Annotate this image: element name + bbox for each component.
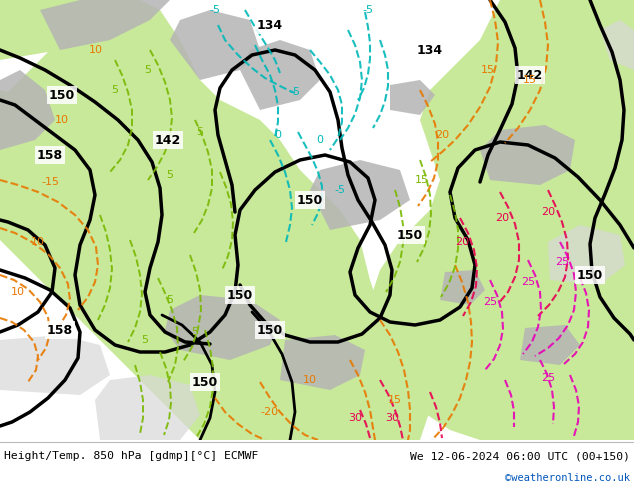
Text: -5: -5	[335, 185, 346, 195]
Text: 150: 150	[257, 323, 283, 337]
Text: 15: 15	[388, 395, 402, 405]
Polygon shape	[170, 10, 260, 80]
Text: 0: 0	[275, 130, 281, 140]
Polygon shape	[520, 325, 580, 365]
Text: 158: 158	[37, 148, 63, 162]
Polygon shape	[95, 375, 200, 440]
Text: We 12-06-2024 06:00 UTC (00+150): We 12-06-2024 06:00 UTC (00+150)	[410, 451, 630, 461]
Text: 150: 150	[397, 228, 423, 242]
Polygon shape	[420, 0, 634, 220]
Text: -15: -15	[41, 177, 59, 187]
Text: 25: 25	[541, 373, 555, 383]
Text: 158: 158	[47, 323, 73, 337]
Polygon shape	[165, 295, 280, 360]
Text: 10: 10	[303, 375, 317, 385]
Polygon shape	[390, 80, 435, 115]
Polygon shape	[440, 270, 485, 305]
Text: 10: 10	[89, 45, 103, 55]
Text: 150: 150	[577, 269, 603, 281]
Text: 25: 25	[483, 297, 497, 307]
Text: 142: 142	[517, 69, 543, 81]
Text: 15: 15	[523, 75, 537, 85]
Text: 15: 15	[415, 175, 429, 185]
Text: 134: 134	[417, 44, 443, 56]
Text: 10: 10	[11, 287, 25, 297]
Text: 5: 5	[141, 335, 148, 345]
Text: 150: 150	[227, 289, 253, 301]
Text: ©weatheronline.co.uk: ©weatheronline.co.uk	[505, 473, 630, 483]
Polygon shape	[0, 0, 120, 60]
Text: 5: 5	[112, 85, 119, 95]
Text: 30: 30	[348, 413, 362, 423]
Polygon shape	[40, 0, 170, 50]
Text: 5: 5	[145, 65, 152, 75]
Polygon shape	[600, 20, 634, 70]
Text: Height/Temp. 850 hPa [gdmp][°C] ECMWF: Height/Temp. 850 hPa [gdmp][°C] ECMWF	[4, 451, 259, 461]
Polygon shape	[310, 160, 410, 230]
Text: 142: 142	[155, 133, 181, 147]
Polygon shape	[280, 335, 365, 390]
Text: -5: -5	[363, 5, 373, 15]
Text: 0: 0	[316, 135, 323, 145]
Text: 5: 5	[197, 127, 204, 137]
Polygon shape	[548, 225, 625, 285]
Text: 150: 150	[49, 89, 75, 101]
Text: 150: 150	[192, 375, 218, 389]
Text: 30: 30	[385, 413, 399, 423]
Text: -5: -5	[209, 5, 221, 15]
Polygon shape	[0, 335, 110, 395]
Text: 20: 20	[435, 130, 449, 140]
Text: 20: 20	[495, 213, 509, 223]
Polygon shape	[0, 70, 55, 150]
Polygon shape	[480, 125, 575, 185]
Polygon shape	[0, 0, 430, 440]
Text: -20: -20	[261, 407, 279, 417]
Text: 25: 25	[555, 257, 569, 267]
Text: 5: 5	[167, 295, 174, 305]
Text: 134: 134	[257, 19, 283, 31]
Text: 5: 5	[191, 327, 198, 337]
Text: 20: 20	[455, 237, 469, 247]
Text: 25: 25	[521, 277, 535, 287]
Polygon shape	[0, 90, 50, 160]
Polygon shape	[240, 40, 320, 110]
Text: 15: 15	[481, 65, 495, 75]
Polygon shape	[310, 0, 634, 440]
Text: 5: 5	[167, 170, 174, 180]
Text: 20: 20	[541, 207, 555, 217]
Text: 150: 150	[297, 194, 323, 206]
Text: -5: -5	[290, 87, 301, 97]
Text: 10: 10	[55, 115, 69, 125]
Text: 10: 10	[31, 237, 45, 247]
